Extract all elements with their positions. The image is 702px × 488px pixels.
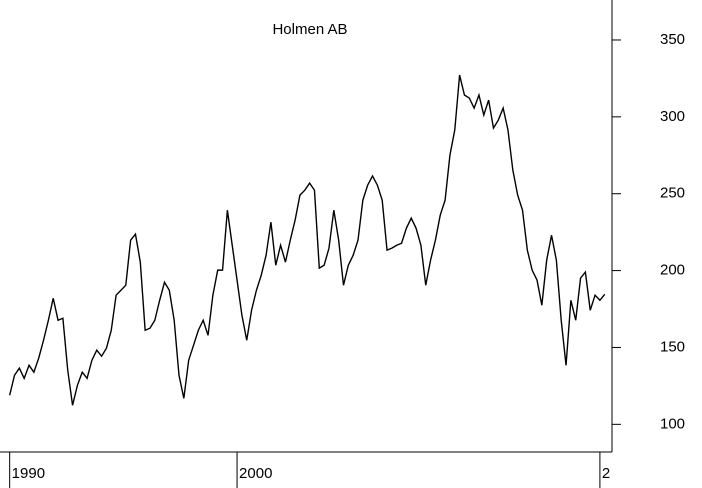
y-tick-label: 350 — [660, 31, 685, 48]
y-tick-label: 150 — [660, 338, 685, 355]
y-tick-label: 250 — [660, 185, 685, 202]
x-tick-label: 1990 — [12, 465, 45, 482]
y-tick-label: 200 — [660, 262, 685, 279]
chart-title: Holmen AB — [272, 21, 347, 38]
y-tick-label: 100 — [660, 415, 685, 432]
y-tick-label: 300 — [660, 108, 685, 125]
x-tick-label: 2 — [602, 465, 610, 482]
price-line — [8, 74, 606, 406]
x-tick-label: 2000 — [239, 465, 272, 482]
